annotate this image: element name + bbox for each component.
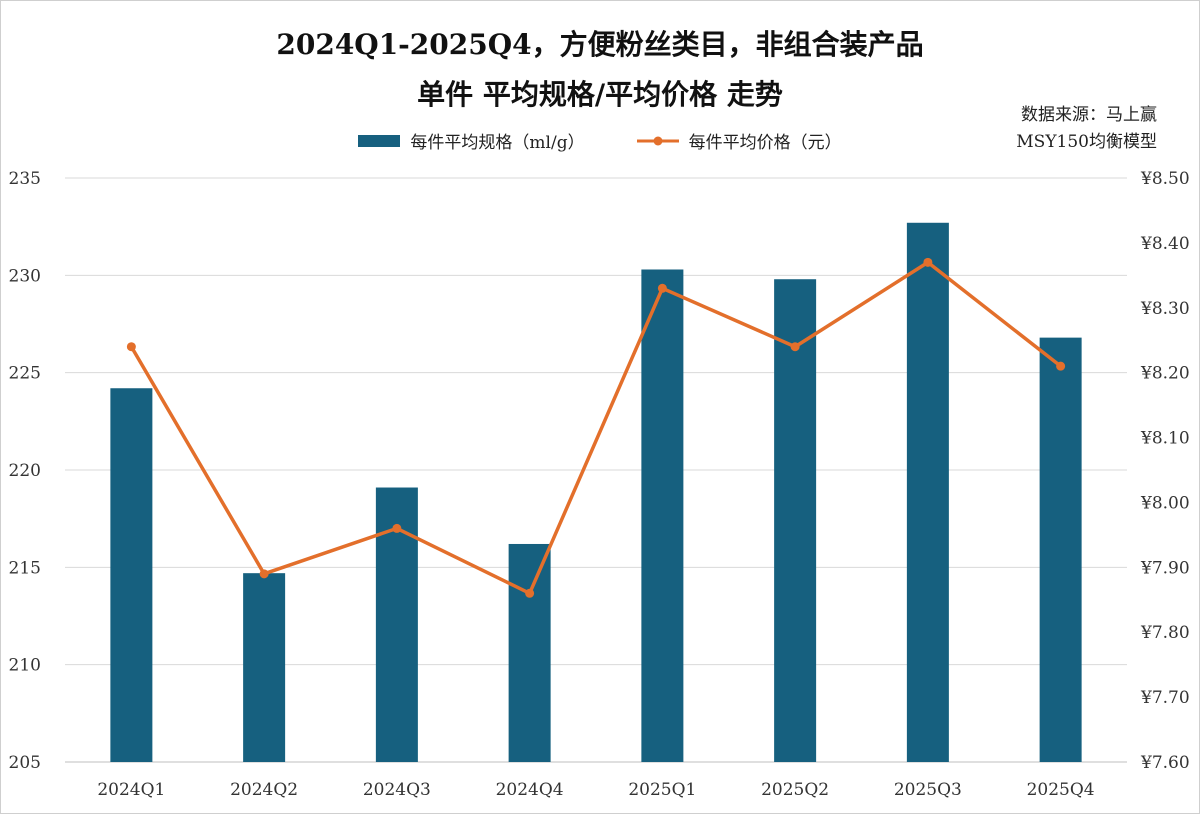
legend-label-size: 每件平均规格（ml/g） — [410, 133, 585, 153]
bar — [508, 543, 551, 762]
legend: 每件平均规格（ml/g） 每件平均价格（元） — [1, 128, 1199, 153]
x-tick: 2024Q3 — [363, 780, 431, 800]
y-left-tick: 230 — [9, 266, 41, 286]
y-left-tick: 225 — [9, 364, 41, 384]
bar — [243, 573, 286, 762]
price-point — [259, 569, 269, 579]
legend-bar-swatch — [358, 134, 401, 147]
y-right-tick: ¥7.60 — [1140, 753, 1190, 773]
x-tick: 2025Q2 — [761, 780, 829, 800]
bar — [110, 388, 153, 762]
price-point — [657, 283, 667, 293]
x-tick: 2024Q1 — [97, 780, 165, 800]
y-left-tick: 235 — [9, 169, 41, 189]
legend-line-swatch — [636, 136, 679, 145]
y-left-tick: 215 — [9, 558, 41, 578]
bar — [1039, 337, 1082, 762]
y-left-tick: 205 — [9, 753, 41, 773]
y-right-tick: ¥8.10 — [1140, 429, 1190, 449]
bar — [906, 222, 949, 763]
y-right-tick: ¥8.50 — [1140, 169, 1190, 189]
bar — [641, 269, 684, 762]
y-right-tick: ¥8.00 — [1140, 493, 1190, 513]
x-tick: 2024Q4 — [496, 780, 564, 800]
price-point — [126, 342, 136, 352]
legend-item-price: 每件平均价格（元） — [636, 128, 842, 153]
price-point — [923, 257, 933, 267]
chart-title: 2024Q1-2025Q4，方便粉丝类目，非组合装产品 — [276, 28, 924, 61]
y-left-tick: 220 — [9, 461, 41, 481]
price-line — [129, 260, 1062, 596]
x-tick: 2024Q2 — [230, 780, 298, 800]
price-point — [392, 523, 402, 533]
price-point — [790, 342, 800, 352]
x-tick: 2025Q3 — [894, 780, 962, 800]
legend-label-price: 每件平均价格（元） — [688, 133, 842, 153]
y-right-tick: ¥8.30 — [1140, 299, 1190, 319]
source-note: 数据来源：马上赢 — [1021, 105, 1157, 125]
legend-item-size: 每件平均规格（ml/g） — [358, 128, 585, 153]
bar — [774, 279, 817, 762]
y-right-tick: ¥7.70 — [1140, 688, 1190, 708]
y-right-tick: ¥7.90 — [1140, 558, 1190, 578]
y-right-tick: ¥8.20 — [1140, 364, 1190, 384]
x-tick: 2025Q1 — [628, 780, 696, 800]
y-right-tick: ¥8.40 — [1140, 234, 1190, 254]
model-note: MSY150均衡模型 — [1016, 132, 1157, 152]
price-point — [525, 588, 535, 598]
y-left-tick: 210 — [9, 656, 41, 676]
chart-subtitle: 单件 平均规格/平均价格 走势 — [417, 78, 783, 111]
x-tick: 2025Q4 — [1027, 780, 1095, 800]
price-point — [1056, 361, 1066, 371]
y-right-tick: ¥7.80 — [1140, 623, 1190, 643]
